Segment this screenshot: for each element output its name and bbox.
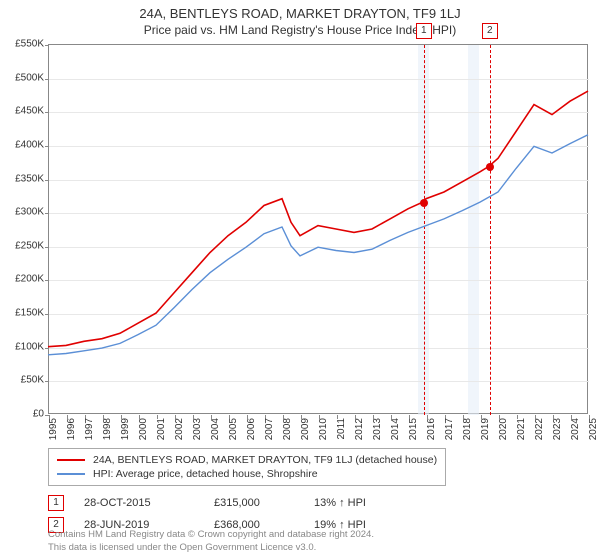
chart-title: 24A, BENTLEYS ROAD, MARKET DRAYTON, TF9 …	[0, 0, 600, 21]
x-tick-label: 2010	[318, 418, 329, 440]
sale-marker-badge: 1	[416, 23, 432, 39]
x-tick-label: 2021	[516, 418, 527, 440]
x-tick-label: 2009	[300, 418, 311, 440]
legend-swatch	[57, 473, 85, 475]
x-tick-label: 2015	[408, 418, 419, 440]
x-tick-label: 2022	[534, 418, 545, 440]
x-tick-label: 2023	[552, 418, 563, 440]
footer-attribution: Contains HM Land Registry data © Crown c…	[48, 529, 374, 554]
x-tick-label: 2019	[480, 418, 491, 440]
x-tick-label: 2003	[192, 418, 203, 440]
y-tick-label: £0	[33, 409, 44, 420]
x-tick-label: 2006	[246, 418, 257, 440]
legend-label: 24A, BENTLEYS ROAD, MARKET DRAYTON, TF9 …	[93, 454, 437, 466]
x-tick-label: 2025	[588, 418, 599, 440]
y-tick-label: £250K	[15, 240, 44, 251]
x-tick-label: 2017	[444, 418, 455, 440]
sale-row: 1 28-OCT-2015 £315,000 13% ↑ HPI	[48, 492, 588, 514]
sale-marker-badge: 2	[482, 23, 498, 39]
x-tick-label: 2002	[174, 418, 185, 440]
x-tick-label: 2005	[228, 418, 239, 440]
y-tick-label: £550K	[15, 39, 44, 50]
legend-swatch	[57, 459, 85, 461]
legend-item: 24A, BENTLEYS ROAD, MARKET DRAYTON, TF9 …	[57, 453, 437, 467]
footer-line-2: This data is licensed under the Open Gov…	[48, 542, 374, 554]
y-tick-label: £50K	[21, 375, 44, 386]
x-tick-label: 2013	[372, 418, 383, 440]
x-tick-label: 2008	[282, 418, 293, 440]
chart-area: 12 1995199619971998199920002001200220032…	[48, 44, 588, 414]
chart-subtitle: Price paid vs. HM Land Registry's House …	[0, 21, 600, 41]
line-svg	[48, 44, 588, 414]
x-tick-label: 2018	[462, 418, 473, 440]
legend-label: HPI: Average price, detached house, Shro…	[93, 468, 318, 480]
y-tick-label: £200K	[15, 274, 44, 285]
legend-section: 24A, BENTLEYS ROAD, MARKET DRAYTON, TF9 …	[48, 448, 588, 536]
x-tick-label: 2020	[498, 418, 509, 440]
x-tick-label: 2016	[426, 418, 437, 440]
y-tick-label: £450K	[15, 106, 44, 117]
x-tick-label: 2011	[336, 418, 347, 440]
x-tick-label: 2001	[156, 418, 167, 440]
series-line	[48, 135, 588, 355]
y-tick-label: £350K	[15, 173, 44, 184]
footer-line-1: Contains HM Land Registry data © Crown c…	[48, 529, 374, 541]
y-tick-label: £300K	[15, 207, 44, 218]
x-tick-label: 2007	[264, 418, 275, 440]
x-tick-label: 1999	[120, 418, 131, 440]
x-tick-label: 2000	[138, 418, 149, 440]
legend-item: HPI: Average price, detached house, Shro…	[57, 467, 437, 481]
sale-delta: 13% ↑ HPI	[314, 497, 366, 509]
series-line	[48, 91, 588, 347]
y-tick-label: £400K	[15, 139, 44, 150]
x-tick-label: 1998	[102, 418, 113, 440]
x-tick-label: 2024	[570, 418, 581, 440]
x-tick-label: 1996	[66, 418, 77, 440]
x-tick-label: 2004	[210, 418, 221, 440]
sale-date: 28-OCT-2015	[84, 497, 194, 509]
y-tick-label: £150K	[15, 308, 44, 319]
legend-box: 24A, BENTLEYS ROAD, MARKET DRAYTON, TF9 …	[48, 448, 446, 486]
sale-badge: 1	[48, 495, 64, 511]
sale-price: £315,000	[214, 497, 294, 509]
y-tick-label: £500K	[15, 72, 44, 83]
x-tick-label: 1995	[48, 418, 59, 440]
x-tick-label: 1997	[84, 418, 95, 440]
x-tick-label: 2014	[390, 418, 401, 440]
x-tick-label: 2012	[354, 418, 365, 440]
y-tick-label: £100K	[15, 341, 44, 352]
